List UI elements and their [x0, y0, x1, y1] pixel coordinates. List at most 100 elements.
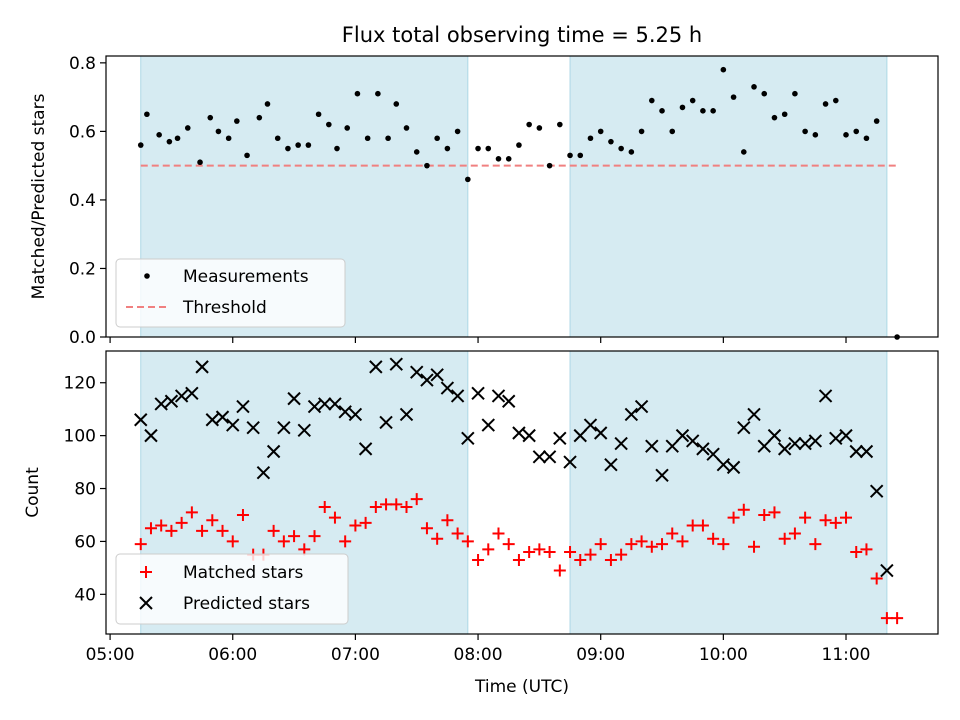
legend-x-glyph: [139, 596, 153, 610]
measurement-point: [740, 149, 747, 155]
matched-star-point: [880, 612, 893, 625]
top-panel: 0.00.20.40.60.8 Matched/Predicted stars …: [29, 54, 939, 348]
matched-star-point: [175, 516, 188, 529]
y-tick-label: 0.8: [69, 54, 96, 74]
measurement-point: [526, 121, 532, 128]
bottom-y-axis-label: Count: [23, 467, 43, 518]
top-shaded-regions: [140, 55, 888, 338]
predicted-star-point: [399, 407, 414, 422]
matched-star-point: [206, 514, 219, 527]
matched-star-point: [676, 535, 689, 548]
top-legend: Measurements Threshold: [115, 258, 346, 328]
matched-star-point: [778, 532, 791, 545]
measurement-point: [495, 156, 502, 162]
measurement-point: [669, 128, 676, 135]
matched-star-point: [564, 546, 577, 559]
measurement-point: [434, 135, 440, 142]
measurement-point: [751, 84, 757, 90]
measurement-point: [863, 135, 870, 142]
measurement-points: [137, 66, 900, 340]
matched-star-point: [349, 519, 362, 532]
measurement-point: [689, 97, 696, 104]
y-tick-label: 0.2: [69, 259, 96, 279]
predicted-star-point: [307, 399, 322, 414]
legend-marker-measurements: [144, 273, 150, 279]
measurement-point: [393, 101, 400, 107]
predicted-star-point: [410, 365, 424, 379]
predicted-star-point: [798, 436, 812, 451]
y-tick-label: 0.4: [69, 191, 96, 211]
top-axes-frame: [105, 55, 939, 338]
matched-star-point: [523, 546, 536, 559]
bottom-panel: 40 60 80 100 120 05:00 06:00 07:00 08:00 09:00 10…: [23, 350, 939, 697]
measurement-point: [225, 135, 232, 142]
matched-star-point: [144, 522, 157, 535]
legend-marker-predicted: [139, 596, 153, 610]
matched-star-point: [410, 493, 423, 506]
matched-star-point: [502, 538, 515, 551]
matched-star-point: [226, 535, 239, 548]
matched-star-point: [594, 538, 607, 551]
predicted-star-point: [430, 368, 444, 382]
measurement-point: [375, 90, 381, 97]
measurement-point: [638, 128, 645, 135]
matched-star-point: [420, 522, 433, 535]
matched-star-point: [298, 543, 311, 556]
predicted-star-point: [420, 373, 434, 387]
predicted-star-point: [512, 426, 526, 440]
matched-star-point: [717, 538, 730, 551]
matched-star-point: [553, 564, 566, 577]
matched-star-point: [441, 514, 454, 527]
matched-star-point: [625, 538, 638, 551]
x-tick-label: 07:00: [331, 645, 380, 665]
matched-star-point: [850, 546, 863, 559]
measurement-point: [354, 90, 361, 97]
measurement-point: [234, 118, 240, 124]
predicted-star-point: [716, 458, 731, 472]
predicted-star-point: [369, 360, 383, 374]
matched-star-point: [216, 524, 229, 537]
measurement-point: [853, 128, 860, 135]
matched-star-point: [451, 527, 464, 540]
y-tick-label: 60: [74, 532, 96, 552]
predicted-star-point: [604, 458, 618, 472]
measurement-point: [536, 125, 543, 131]
predicted-star-point: [563, 455, 577, 469]
measurement-point: [295, 142, 301, 148]
predicted-star-point: [256, 465, 271, 480]
matched-star-point: [686, 519, 699, 532]
y-tick-label: 80: [74, 480, 96, 500]
matched-star-point: [615, 548, 628, 561]
predicted-star-point: [287, 391, 301, 406]
predicted-star-point: [583, 418, 598, 432]
predicted-star-point: [655, 468, 669, 483]
predicted-star-point: [818, 389, 833, 403]
measurement-point: [305, 142, 312, 148]
predicted-star-point: [675, 428, 690, 443]
measurement-point: [628, 149, 635, 155]
matched-star-point: [400, 501, 413, 514]
measurement-point: [812, 132, 819, 138]
measurement-point: [385, 135, 391, 142]
predicted-star-point: [706, 447, 720, 461]
measurement-point: [557, 121, 563, 128]
measurement-point: [454, 128, 461, 135]
predicted-star-point: [767, 428, 782, 443]
predicted-star-point: [297, 423, 311, 438]
measurement-point: [274, 135, 281, 142]
measurement-point: [256, 114, 263, 121]
predicted-star-point: [461, 431, 475, 445]
predicted-star-point: [665, 439, 679, 453]
matched-star-point: [482, 543, 495, 556]
legend-marker-matched: [140, 566, 152, 578]
matched-star-point: [380, 498, 393, 511]
x-tick-label: 09:00: [576, 645, 625, 665]
predicted-star-point: [481, 418, 495, 432]
legend-label-measurements: Measurements: [183, 267, 309, 287]
x-tick-label: 08:00: [454, 645, 503, 665]
matched-star-point: [604, 553, 617, 566]
predicted-star-point: [328, 397, 342, 411]
measurement-point: [505, 156, 512, 162]
matched-star-point: [339, 535, 352, 548]
predicted-star-point: [737, 420, 751, 435]
